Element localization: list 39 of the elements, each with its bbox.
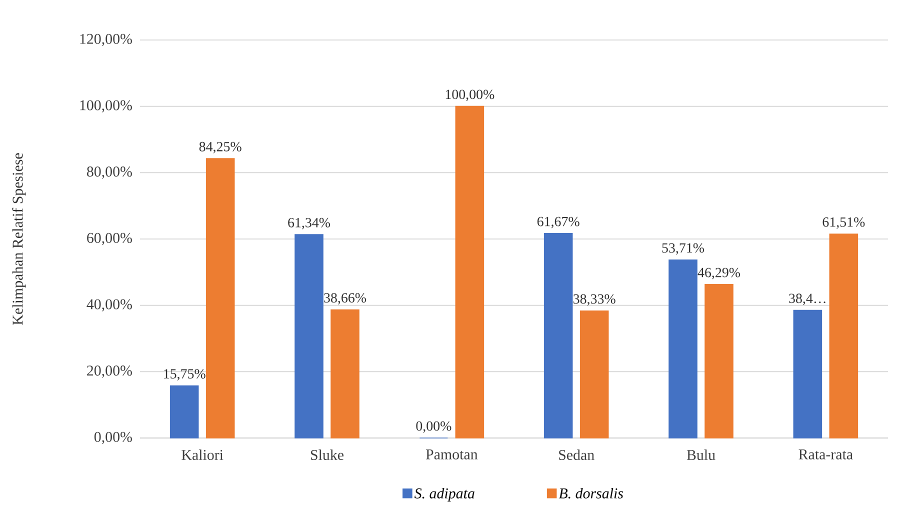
bar — [829, 234, 858, 438]
y-tick-label: 20,00% — [87, 366, 132, 378]
bar — [294, 234, 324, 438]
bar — [455, 106, 484, 438]
x-tick-label: Sluke — [310, 450, 344, 460]
y-tick-label: 60,00% — [87, 232, 132, 246]
legend-label: S. adipata — [414, 488, 474, 502]
data-label: 53,71% — [662, 243, 704, 255]
x-tick-label: Bulu — [686, 450, 716, 460]
data-label: 38,33% — [574, 294, 616, 306]
data-label: 100,00% — [446, 90, 494, 102]
bar — [704, 284, 734, 438]
data-label: 0,00% — [416, 421, 452, 433]
bar — [206, 158, 235, 438]
data-label: 38,66% — [324, 293, 366, 305]
data-label: 15,75% — [164, 369, 206, 381]
bar — [330, 309, 360, 438]
data-label: 84,25% — [199, 142, 242, 154]
bar — [668, 259, 698, 438]
bar — [793, 310, 822, 438]
x-tick-label: Kaliori — [182, 450, 224, 460]
data-label: 38,4… — [789, 294, 826, 306]
bar — [544, 233, 573, 438]
y-tick-label: 40,00% — [86, 299, 132, 312]
x-tick-label: Rata-rata — [798, 450, 853, 460]
x-tick-label: Sedan — [559, 450, 594, 460]
y-tick-label: 120,00% — [80, 34, 132, 46]
bar — [170, 385, 199, 438]
data-label: 61,34% — [288, 218, 330, 230]
data-label: 46,29% — [698, 268, 740, 280]
data-label: 61,67% — [537, 216, 580, 228]
y-axis-title: Kelimpahan Relatif Spesiese — [12, 153, 26, 325]
data-label: 61,51% — [822, 217, 865, 229]
y-tick-label: 100,00% — [80, 100, 132, 112]
legend-label: B. dorsalis — [558, 488, 624, 499]
y-tick-label: 0,00% — [94, 432, 132, 444]
bar — [580, 310, 609, 438]
x-tick-label: Pamotan — [426, 450, 478, 460]
y-tick-label: 80,00% — [86, 166, 132, 179]
